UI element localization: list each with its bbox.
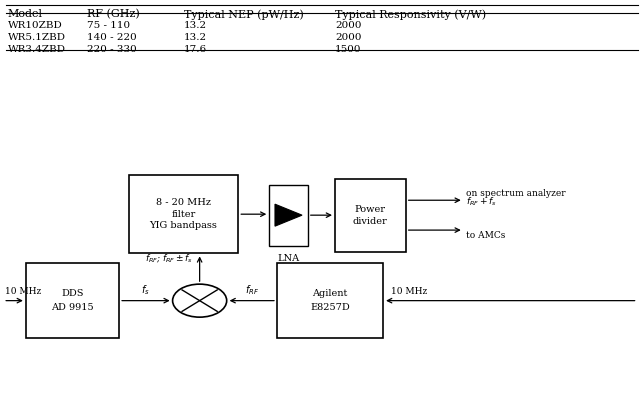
Bar [335,179,406,252]
Text: 75 - 110: 75 - 110 [87,21,130,30]
Text: RF (GHz): RF (GHz) [87,9,140,19]
Bar [269,185,308,246]
Text: DDS: DDS [61,289,84,298]
Text: Power: Power [355,205,386,214]
Text: Model: Model [8,9,43,19]
Text: 2000: 2000 [335,21,361,30]
Text: LNA: LNA [278,254,299,263]
Text: Typical NEP (pW/Hz): Typical NEP (pW/Hz) [184,9,303,20]
Text: Typical Responsivity (V/W): Typical Responsivity (V/W) [335,9,486,20]
Text: E8257D: E8257D [310,303,350,312]
Text: YIG bandpass: YIG bandpass [149,222,218,230]
Text: WR3.4ZBD: WR3.4ZBD [8,45,66,54]
Text: 10 MHz: 10 MHz [5,287,41,296]
Text: on spectrum analyzer: on spectrum analyzer [466,189,566,198]
Text: 13.2: 13.2 [184,21,207,30]
Text: WR10ZBD: WR10ZBD [8,21,62,30]
Text: $f_s$: $f_s$ [142,283,150,297]
Text: filter: filter [171,210,196,219]
Bar [277,263,383,338]
Text: 220 - 330: 220 - 330 [87,45,137,54]
Bar [26,263,119,338]
Text: WR5.1ZBD: WR5.1ZBD [8,33,66,42]
Polygon shape [275,204,302,226]
Text: $f_{RF} + f_s$: $f_{RF} + f_s$ [466,196,497,208]
Text: AD 9915: AD 9915 [51,303,94,312]
Text: divider: divider [353,217,388,226]
Text: 10 MHz: 10 MHz [391,287,427,296]
Text: 13.2: 13.2 [184,33,207,42]
Text: to AMCs: to AMCs [466,231,506,239]
Text: 8 - 20 MHz: 8 - 20 MHz [156,198,211,207]
Text: 17.6: 17.6 [184,45,207,54]
Text: Agilent: Agilent [312,289,348,298]
Bar [129,175,238,253]
Text: $f_{RF}$; $f_{RF} \pm f_s$: $f_{RF}$; $f_{RF} \pm f_s$ [145,253,193,265]
Text: 140 - 220: 140 - 220 [87,33,137,42]
Text: $f_{RF}$: $f_{RF}$ [245,283,259,297]
Text: 2000: 2000 [335,33,361,42]
Text: 1500: 1500 [335,45,361,54]
